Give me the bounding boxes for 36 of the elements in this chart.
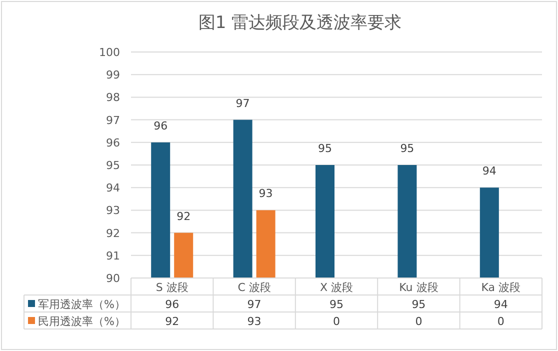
bar-label: 93 bbox=[258, 187, 273, 200]
y-tick-label: 98 bbox=[106, 91, 120, 104]
bar-label: 95 bbox=[400, 142, 414, 155]
y-tick-label: 91 bbox=[106, 249, 120, 262]
bar-label: 94 bbox=[482, 164, 496, 178]
chart-title: 图1 雷达频段及透波率要求 bbox=[198, 13, 402, 33]
y-tick-label: 99 bbox=[106, 68, 120, 82]
x-tick-label: C 波段 bbox=[238, 281, 271, 294]
x-tick-label: X 波段 bbox=[320, 281, 354, 294]
table-cell: 92 bbox=[165, 315, 180, 328]
x-tick-label: Ka 波段 bbox=[481, 281, 521, 294]
table-cell: 94 bbox=[494, 298, 508, 311]
y-tick-label: 90 bbox=[106, 272, 120, 285]
y-tick-label: 96 bbox=[106, 136, 120, 150]
y-tick-label: 100 bbox=[99, 46, 120, 59]
x-tick-label: S 波段 bbox=[156, 281, 188, 294]
y-tick-label: 92 bbox=[106, 226, 120, 240]
bar-label: 96 bbox=[154, 119, 168, 132]
table-cell: 97 bbox=[247, 298, 262, 311]
table-cell: 0 bbox=[497, 315, 504, 328]
bar-label: 95 bbox=[318, 142, 332, 155]
legend-label: 民用透波率（%） bbox=[38, 315, 126, 328]
y-tick-label: 97 bbox=[106, 114, 120, 127]
x-tick-label: Ku 波段 bbox=[399, 281, 438, 294]
table-cell: 95 bbox=[412, 298, 426, 311]
table-cell: 0 bbox=[415, 315, 422, 328]
table-cell: 93 bbox=[247, 315, 262, 328]
y-tick-label: 93 bbox=[106, 204, 120, 218]
bar-label: 97 bbox=[236, 96, 250, 110]
table-cell: 96 bbox=[165, 298, 180, 311]
table-cell: 0 bbox=[333, 315, 340, 328]
y-tick-label: 94 bbox=[106, 182, 120, 195]
y-tick-label: 95 bbox=[106, 159, 120, 172]
legend-label: 军用透波率（%） bbox=[38, 298, 126, 311]
table-cell: 95 bbox=[330, 298, 344, 311]
bar-label: 92 bbox=[176, 210, 191, 223]
